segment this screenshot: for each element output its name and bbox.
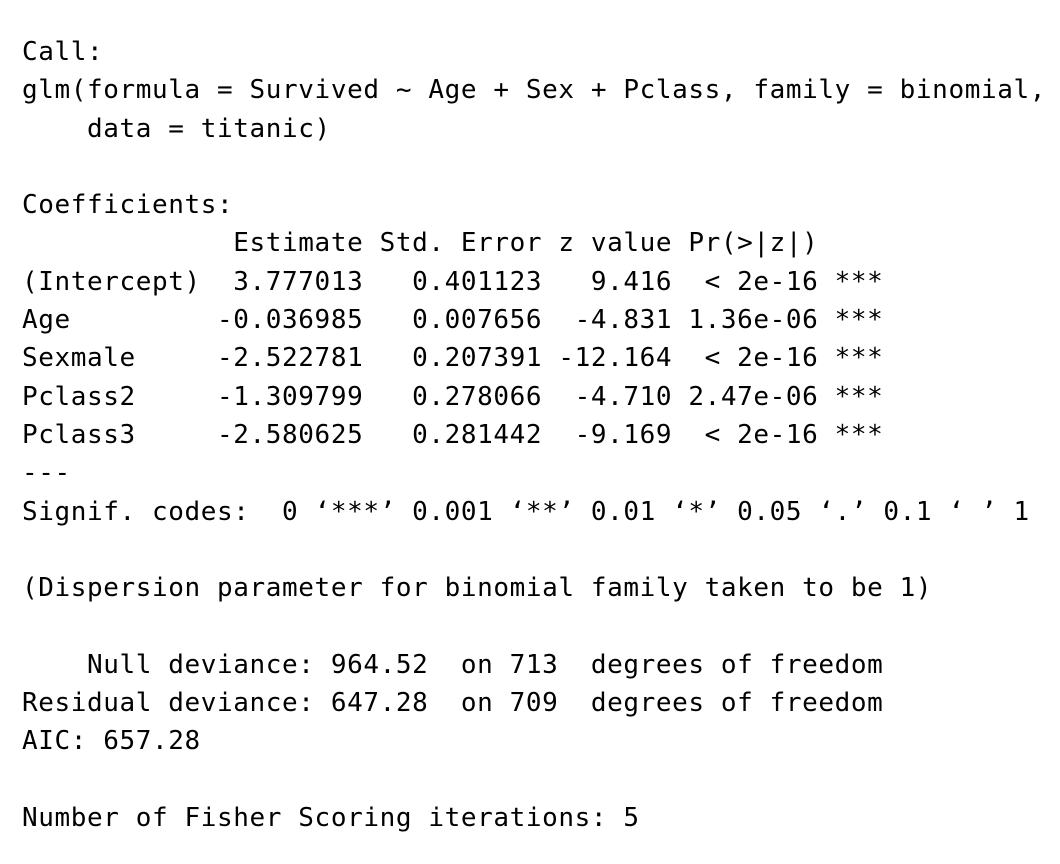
blank-line: [22, 761, 1060, 799]
signif-codes-line: Signif. codes: 0 ‘***’ 0.001 ‘**’ 0.01 ‘…: [22, 496, 1030, 527]
coefficient-row-pclass3: Pclass3 -2.580625 0.281442 -9.169 < 2e-1…: [22, 419, 884, 450]
coefficients-header: Estimate Std. Error z value Pr(>|z|): [22, 228, 884, 259]
call-data-line: data = titanic): [22, 113, 331, 144]
call-label: Call:: [22, 37, 104, 67]
fisher-iterations-line: Number of Fisher Scoring iterations: 5: [22, 802, 640, 833]
coefficient-row-age: Age -0.036985 0.007656 -4.831 1.36e-06 *…: [22, 305, 884, 336]
aic-line: AIC: 657.28: [22, 726, 201, 757]
dispersion-note: (Dispersion parameter for binomial famil…: [22, 573, 933, 604]
coefficients-label: Coefficients:: [22, 190, 234, 221]
residual-deviance-line: Residual deviance: 647.28 on 709 degrees…: [22, 688, 884, 719]
blank-line: [22, 607, 1060, 645]
blank-line: [22, 531, 1060, 569]
r-console-output: Call: glm(formula = Survived ~ Age + Sex …: [22, 33, 1060, 837]
null-deviance-line: Null deviance: 964.52 on 713 degrees of …: [22, 649, 884, 680]
coefficient-row-sexmale: Sexmale -2.522781 0.207391 -12.164 < 2e-…: [22, 343, 884, 374]
coefficient-row-intercept: (Intercept) 3.777013 0.401123 9.416 < 2e…: [22, 266, 884, 297]
coefficient-row-pclass2: Pclass2 -1.309799 0.278066 -4.710 2.47e-…: [22, 381, 884, 412]
call-formula-line: glm(formula = Survived ~ Age + Sex + Pcl…: [22, 75, 1060, 106]
separator-line: ---: [22, 458, 71, 489]
blank-line: [22, 148, 1060, 186]
